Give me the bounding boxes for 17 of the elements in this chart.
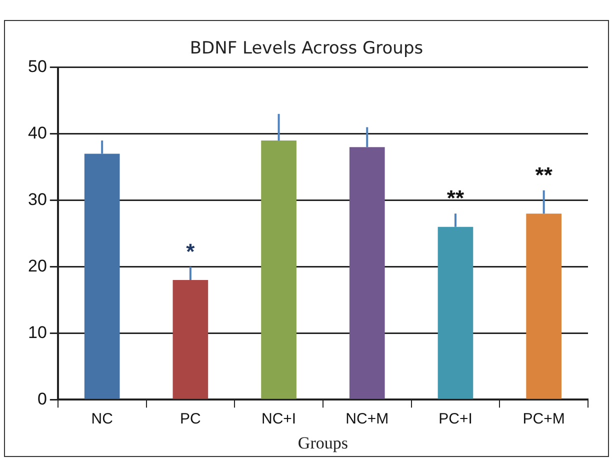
x-tick-label: NC+M: [346, 410, 389, 428]
x-tick-label: PC+I: [438, 410, 472, 428]
y-tick-label: 50: [28, 57, 47, 76]
x-tick-label: PC: [180, 410, 202, 428]
y-tick-label: 20: [28, 256, 47, 276]
x-tick-label: NC: [91, 410, 114, 428]
x-tick-label: PC+M: [522, 410, 565, 428]
annotation: **: [535, 162, 553, 188]
x-axis-title: Groups: [298, 433, 348, 452]
y-tick-label: 30: [28, 190, 47, 209]
x-tick-label: NC+I: [261, 410, 296, 428]
y-tick-label: 40: [28, 124, 47, 143]
y-tick-label: 0: [37, 389, 47, 408]
annotation: *: [186, 238, 196, 264]
annotation: **: [446, 186, 464, 211]
y-tick-label: 10: [28, 322, 47, 342]
chart-title: BDNF Levels Across Groups: [190, 38, 424, 59]
